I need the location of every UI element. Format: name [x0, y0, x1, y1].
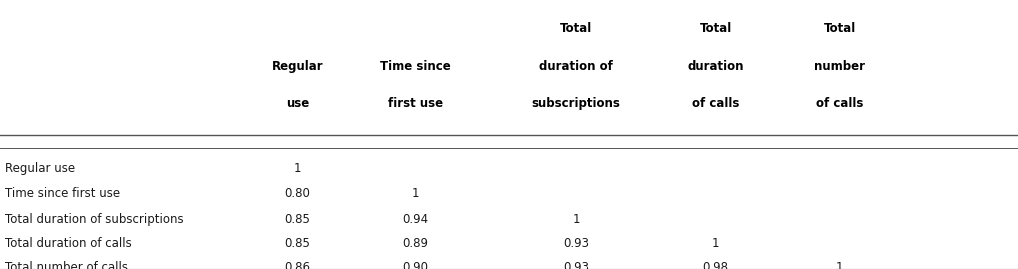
Text: Total number of calls: Total number of calls — [5, 261, 128, 269]
Text: duration of: duration of — [540, 60, 613, 73]
Text: of calls: of calls — [816, 97, 863, 110]
Text: 0.89: 0.89 — [402, 238, 429, 250]
Text: 0.85: 0.85 — [284, 238, 310, 250]
Text: 0.85: 0.85 — [284, 213, 310, 226]
Text: 0.80: 0.80 — [284, 187, 310, 200]
Text: Total: Total — [560, 22, 592, 35]
Text: Regular use: Regular use — [5, 162, 75, 175]
Text: of calls: of calls — [692, 97, 739, 110]
Text: 1: 1 — [293, 162, 301, 175]
Text: 0.93: 0.93 — [563, 261, 589, 269]
Text: 1: 1 — [836, 261, 844, 269]
Text: duration: duration — [687, 60, 744, 73]
Text: 1: 1 — [572, 213, 580, 226]
Text: 0.86: 0.86 — [284, 261, 310, 269]
Text: 0.94: 0.94 — [402, 213, 429, 226]
Text: Time since first use: Time since first use — [5, 187, 120, 200]
Text: Total duration of subscriptions: Total duration of subscriptions — [5, 213, 183, 226]
Text: 1: 1 — [411, 187, 419, 200]
Text: subscriptions: subscriptions — [531, 97, 621, 110]
Text: 1: 1 — [712, 238, 720, 250]
Text: Total: Total — [699, 22, 732, 35]
Text: Total duration of calls: Total duration of calls — [5, 238, 132, 250]
Text: first use: first use — [388, 97, 443, 110]
Text: Regular: Regular — [272, 60, 323, 73]
Text: Total: Total — [824, 22, 856, 35]
Text: 0.90: 0.90 — [402, 261, 429, 269]
Text: number: number — [814, 60, 865, 73]
Text: 0.98: 0.98 — [702, 261, 729, 269]
Text: Time since: Time since — [380, 60, 451, 73]
Text: use: use — [286, 97, 308, 110]
Text: 0.93: 0.93 — [563, 238, 589, 250]
